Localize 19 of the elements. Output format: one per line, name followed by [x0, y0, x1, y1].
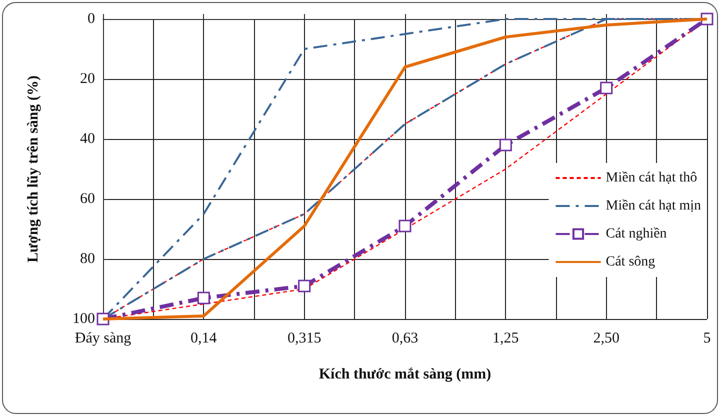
y-tick-label: 0: [88, 11, 95, 27]
x-tick-label: 0,14: [190, 330, 218, 346]
y-axis-title: Lượng tích lũy trên sàng (%): [26, 76, 42, 262]
x-tick-label: 1,25: [492, 330, 519, 346]
y-tick-label: 100: [72, 311, 95, 327]
x-tick-label: 2,50: [593, 330, 620, 346]
legend-label: Cát nghiền: [606, 226, 667, 242]
x-tick-label: 5: [703, 330, 711, 346]
x-tick-label: Đáy sàng: [74, 330, 132, 346]
y-tick-label: 60: [80, 191, 95, 207]
legend-label: Cát sông: [606, 254, 656, 270]
y-tick-label: 80: [80, 251, 95, 267]
y-tick-label: 20: [80, 71, 95, 87]
legend-label: Miền cát hạt thô: [606, 170, 698, 186]
legend-label: Miền cát hạt mịn: [606, 198, 702, 214]
x-axis-title: Kích thước mắt sàng (mm): [318, 366, 492, 382]
x-tick-label: 0,63: [392, 330, 418, 346]
y-tick-label: 40: [80, 131, 95, 147]
x-tick-label: 0,315: [287, 330, 322, 346]
